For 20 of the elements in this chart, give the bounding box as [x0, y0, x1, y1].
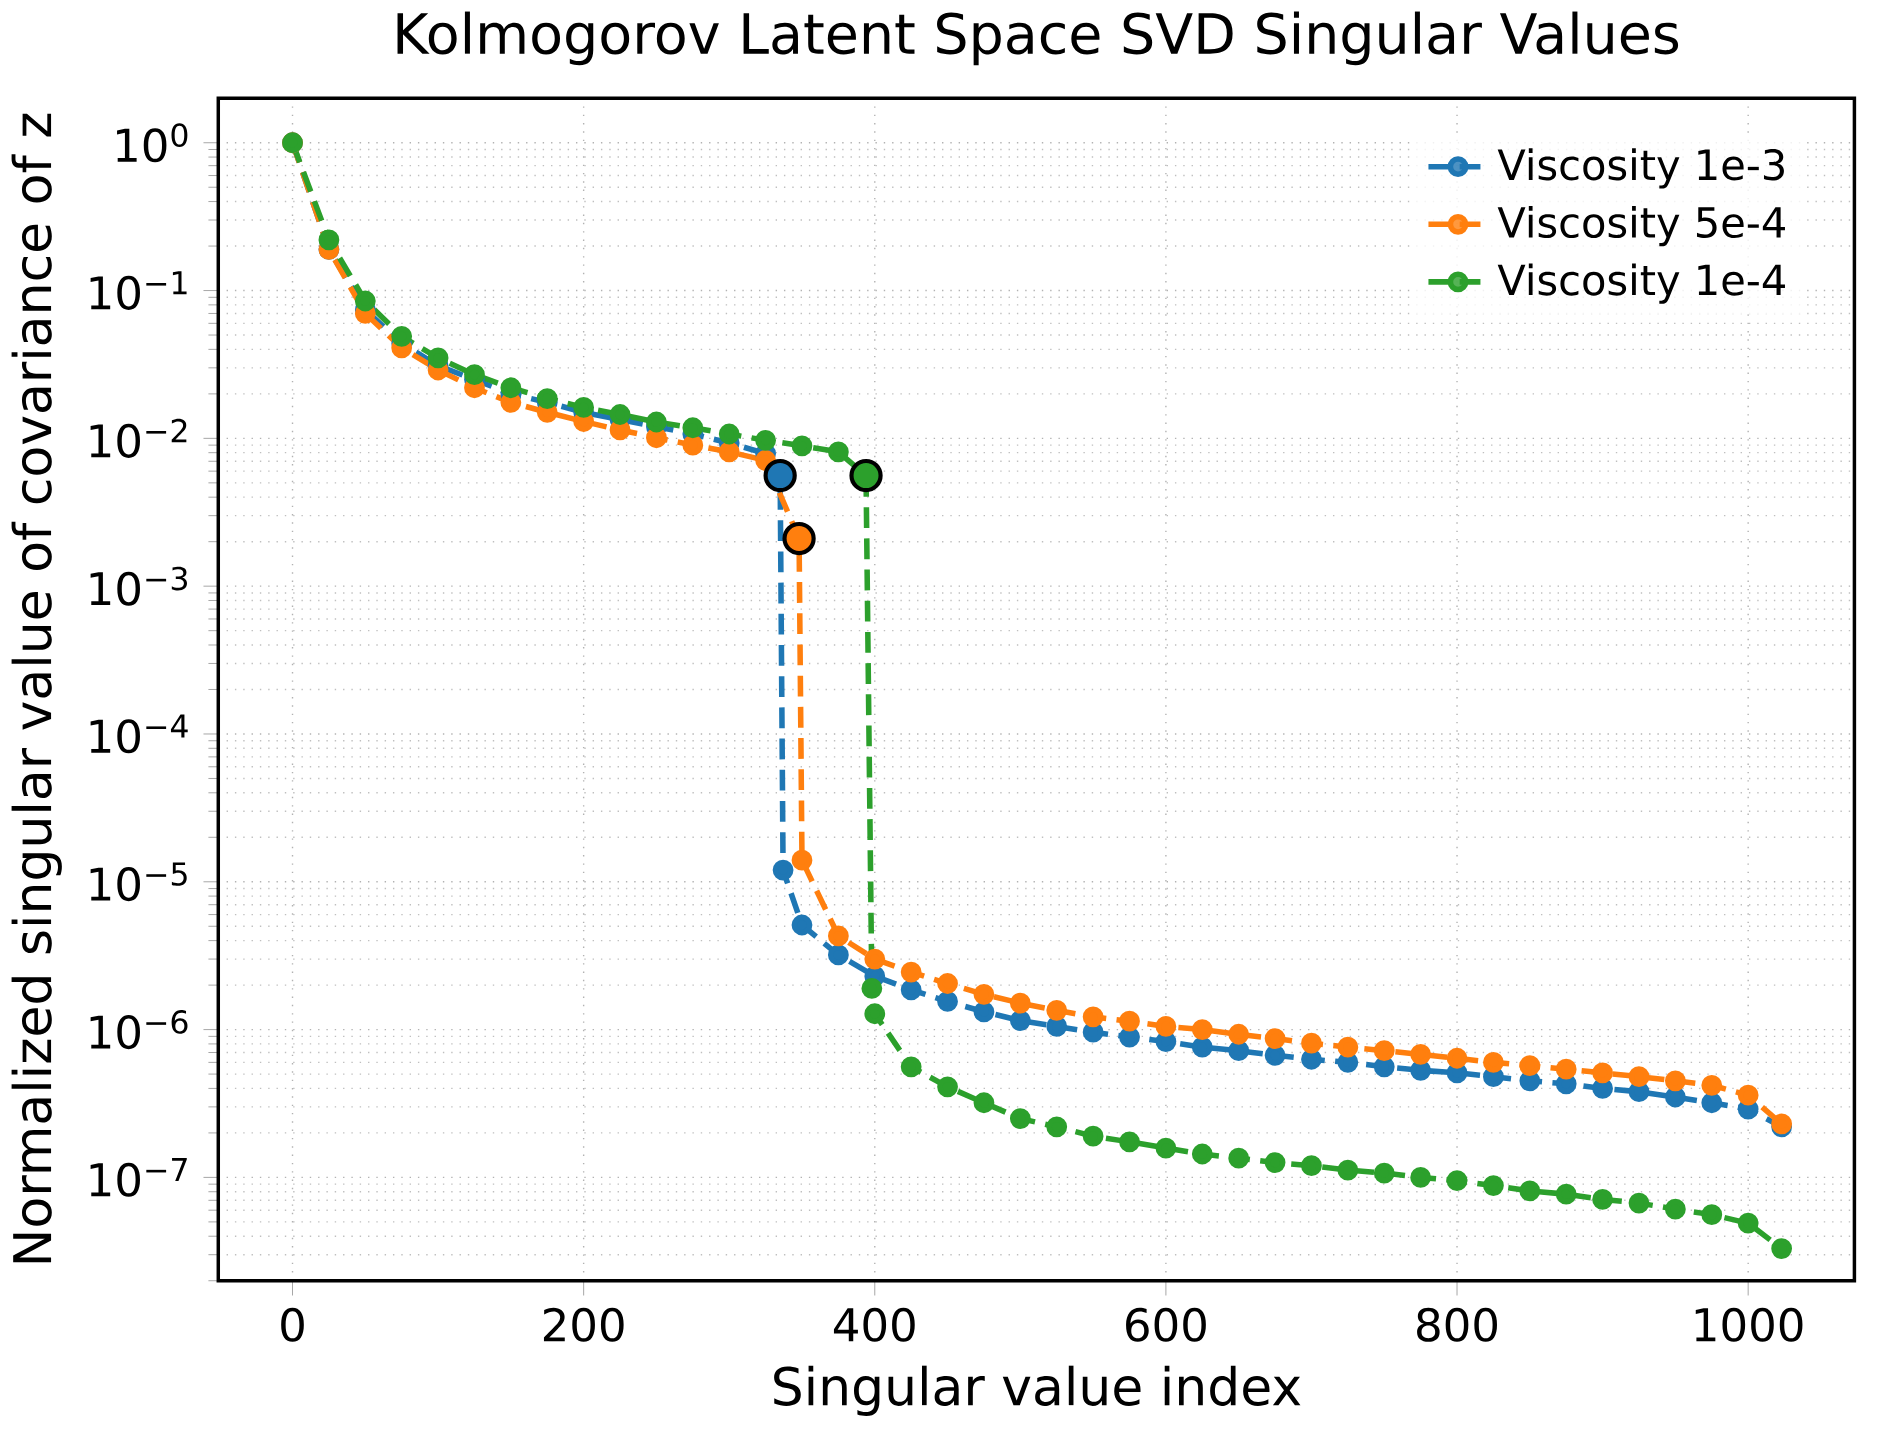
legend-label: Viscosity 5e-4 — [1497, 205, 1785, 246]
y-tick-label: 10$^{−1}$ — [90, 270, 187, 310]
x-tick-label: 0 — [281, 1307, 304, 1342]
legend-label: Viscosity 1e-4 — [1497, 263, 1785, 304]
y-tick-label: 10$^{−7}$ — [90, 1157, 187, 1197]
y-tick-label: 10$^{−4}$ — [90, 714, 188, 754]
x-tick-label: 1000 — [1695, 1307, 1803, 1342]
x-tick-label: 800 — [1417, 1307, 1497, 1342]
y-tick-label: 10$^{−5}$ — [90, 862, 187, 901]
chart-title: Kolmogorov Latent Space SVD Singular Values — [397, 11, 1679, 65]
y-tick-label: 10$^{−6}$ — [90, 1009, 188, 1049]
y-axis-title: Normalized singular value of covariance of z — [11, 113, 62, 1263]
legend-label: Viscosity 1e-3 — [1497, 148, 1784, 189]
x-tick-label: 200 — [543, 1307, 624, 1342]
x-axis-title: Singular value index — [774, 1365, 1301, 1416]
y-tick-label: 10$^{0}$ — [117, 123, 188, 163]
y-tick-label: 10$^{−3}$ — [90, 566, 187, 606]
x-tick-label: 400 — [833, 1307, 915, 1342]
x-tick-label: 600 — [1126, 1307, 1206, 1342]
y-tick-label: 10$^{−2}$ — [90, 418, 187, 458]
